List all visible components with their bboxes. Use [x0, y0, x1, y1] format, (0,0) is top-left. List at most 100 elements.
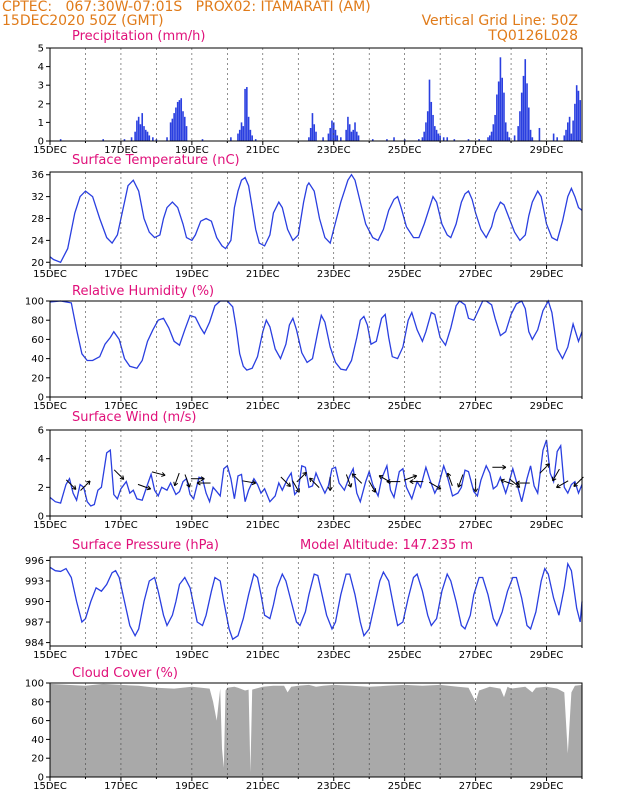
wind-arrow — [500, 479, 514, 486]
precip-bar — [313, 124, 316, 141]
precip-bar — [246, 87, 248, 141]
precip-bar — [340, 137, 342, 141]
wind-arrow — [403, 475, 417, 481]
wind-arrow — [174, 472, 180, 486]
precip-bar — [139, 124, 142, 141]
precip-bar — [327, 133, 330, 141]
wind-arrowhead — [351, 473, 354, 478]
wind-arrowhead — [409, 479, 414, 483]
precip-bar — [526, 83, 528, 141]
panel-5: Surface Pressure (hPa) Model Altitude: 14… — [25, 538, 583, 661]
precip-bar — [467, 139, 470, 141]
wind-arrowhead — [74, 485, 77, 490]
wind-arrowhead — [552, 478, 557, 482]
wind-arrowhead — [457, 483, 459, 488]
precip-bar — [311, 113, 314, 141]
y-tick-label: 20 — [31, 258, 44, 269]
precip-bar — [522, 75, 525, 141]
precip-bar — [148, 135, 151, 141]
wind-arrow — [351, 473, 363, 484]
panel-title: Surface Pressure (hPa) — [72, 538, 219, 553]
wind-arrowhead — [352, 473, 357, 476]
x-tick-label: 23DEC — [317, 145, 351, 156]
precip-bar — [331, 120, 333, 141]
header-line2-left: 15DEC2020 50Z (GMT) — [2, 13, 164, 29]
x-tick-label: 15DEC — [33, 781, 67, 792]
wind-arrowhead — [251, 482, 256, 486]
precip-bar — [430, 101, 433, 141]
precip-bar — [169, 122, 172, 141]
wind-arrowhead — [295, 489, 300, 493]
precip-bar — [426, 111, 429, 141]
precip-bar — [437, 133, 440, 141]
wind-arrowhead — [200, 476, 205, 480]
precip-bar — [519, 111, 521, 141]
precip-bar — [531, 137, 534, 141]
precip-bar — [146, 131, 149, 141]
panel-frame — [49, 556, 583, 647]
precip-bar — [501, 77, 503, 141]
y-tick-label: 3 — [38, 81, 44, 92]
x-tick-label: 29DEC — [530, 269, 564, 280]
precip-bar — [171, 118, 174, 141]
y-tick-label: 0 — [38, 512, 44, 523]
x-tick-label: 17DEC — [104, 650, 138, 661]
wind-arrowhead — [378, 475, 382, 480]
wind-arrowhead — [122, 475, 125, 480]
panel-1: Precipitation (mm/h) 0 1 2 3 4 5 15DEC 17DEC 19DE… — [33, 29, 583, 156]
x-tick-label: 25DEC — [388, 401, 422, 412]
precip-bar — [134, 131, 136, 141]
wind-arrowhead — [500, 478, 505, 481]
y-tick-label: 100 — [25, 297, 44, 308]
precip-bar — [178, 100, 181, 141]
precip-bar — [529, 129, 532, 141]
x-tick-label: 25DEC — [388, 650, 422, 661]
x-tick-label: 15DEC — [33, 650, 67, 661]
x-tick-label: 27DEC — [459, 520, 493, 531]
wind-arrowhead — [286, 485, 291, 488]
wind-arrowhead — [573, 485, 578, 488]
wind-arrowhead — [304, 472, 307, 477]
precip-bar — [563, 135, 566, 141]
wind-arrow — [113, 469, 125, 480]
x-tick-label: 19DEC — [175, 650, 209, 661]
wind-arrowhead — [288, 482, 291, 487]
y-tick-label: 2 — [38, 99, 44, 110]
panel-frame — [49, 300, 583, 398]
wind-arrow — [65, 479, 77, 490]
wind-arrowhead — [329, 486, 333, 491]
header-line1: CPTEC: 067:30W-07:01S PROX02: ITAMARATI … — [2, 0, 371, 15]
precip-bar — [435, 129, 438, 141]
series-line — [49, 299, 583, 371]
wind-arrowhead — [446, 473, 449, 478]
precip-bar — [309, 127, 312, 141]
precip-bar — [570, 133, 573, 141]
precip-bar — [425, 122, 427, 141]
panel-annotation: Model Altitude: 147.235 m — [300, 538, 473, 553]
precip-bar — [247, 116, 250, 141]
y-tick-label: 1 — [38, 118, 44, 129]
y-tick-label: 80 — [31, 697, 44, 708]
panel-6: Cloud Cover (%) 0 20 40 60 80 100 15DEC 17DEC 19D… — [25, 666, 583, 792]
wind-arrowhead — [86, 480, 91, 483]
precip-bar — [242, 126, 245, 141]
y-tick-label: 2 — [38, 483, 44, 494]
wind-arrowhead — [196, 480, 201, 484]
precip-bar — [352, 129, 355, 141]
x-tick-label: 15DEC — [33, 145, 67, 156]
wind-arrow — [309, 477, 320, 489]
precip-bar — [334, 129, 337, 141]
x-tick-label: 21DEC — [246, 145, 280, 156]
wind-arrowhead — [174, 482, 179, 487]
precip-bar — [579, 100, 582, 141]
precip-bar — [575, 85, 578, 141]
precip-bar — [528, 107, 530, 141]
precip-bar — [201, 139, 204, 141]
precip-bar — [513, 135, 516, 141]
panel-2: Surface Temperature (nC) 20 24 28 32 36 15DEC 1… — [31, 153, 583, 280]
precip-bar — [556, 137, 558, 141]
precip-bar — [487, 137, 489, 141]
x-tick-label: 27DEC — [459, 781, 493, 792]
y-tick-label: 60 — [31, 335, 44, 346]
y-tick-label: 28 — [31, 214, 44, 225]
